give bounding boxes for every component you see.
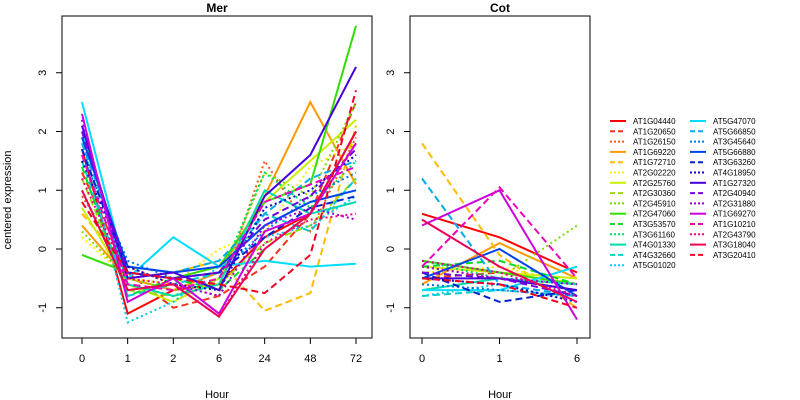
x-tick-label-mer-2: 2 (170, 353, 176, 365)
x-tick-label-cot-1: 1 (496, 353, 502, 365)
y-tick-label-cot-1: 1 (385, 187, 397, 193)
ticks-cot: 0 1 6 -1 0 1 2 3 (385, 70, 580, 365)
series-line-mer-AT1G10210 (81, 154, 357, 292)
series-line-cot-AT2G43790 (421, 259, 578, 297)
x-tick-label-mer-24: 24 (259, 353, 271, 365)
series-line-cot-AT5G66880 (421, 247, 578, 297)
legend-label-AT1G04440: AT1G04440 (633, 117, 676, 126)
series-line-mer-AT2G40940 (81, 131, 357, 280)
x-tick-label-mer-6: 6 (216, 353, 222, 365)
panel-title-mer: Mer (206, 1, 228, 15)
plot-frame-mer (61, 15, 373, 339)
legend-label-AT3G20410: AT3G20410 (713, 251, 756, 260)
legend-label-AT1G69270: AT1G69270 (713, 210, 756, 219)
legend-label-AT5G66850: AT5G66850 (713, 127, 756, 136)
legend-label-AT4G01330: AT4G01330 (633, 241, 676, 250)
legend-label-AT3G61160: AT3G61160 (633, 230, 676, 239)
legend-label-AT5G66880: AT5G66880 (713, 148, 756, 157)
y-tick-label-cot-0: 0 (385, 246, 397, 252)
legend-label-AT1G72710: AT1G72710 (633, 158, 676, 167)
y-axis-label: centered expression (2, 150, 14, 249)
x-axis-label-mer: Hour (205, 389, 229, 400)
legend-label-AT1G27320: AT1G27320 (713, 179, 756, 188)
y-tick-label-mer-3: 3 (37, 70, 49, 76)
x-tick-label-mer-0: 0 (79, 353, 85, 365)
y-tick-label-mer-0: 0 (37, 246, 49, 252)
x-tick-label-mer-48: 48 (304, 353, 316, 365)
series-line-mer-AT3G63260 (81, 148, 357, 280)
legend-label-AT4G18950: AT4G18950 (713, 169, 756, 178)
x-tick-label-mer-1: 1 (125, 353, 131, 365)
legend-label-AT4G32660: AT4G32660 (633, 251, 676, 260)
legend-label-AT2G02220: AT2G02220 (633, 169, 676, 178)
legend-label-AT1G20650: AT1G20650 (633, 127, 676, 136)
legend-label-AT1G26150: AT1G26150 (633, 138, 676, 147)
legend-label-AT3G45640: AT3G45640 (713, 138, 756, 147)
x-tick-label-cot-0: 0 (419, 353, 425, 365)
ticks-mer: 0 1 2 6 24 48 72 -1 0 1 2 3 (37, 70, 362, 365)
legend-label-AT2G40940: AT2G40940 (713, 189, 756, 198)
series-line-cot-AT5G47070 (422, 265, 578, 292)
panel-cot: Cot 0 1 6 -1 0 1 2 3 Hour (385, 1, 591, 400)
legend-label-AT1G69220: AT1G69220 (633, 148, 676, 157)
legend-label-AT5G47070: AT5G47070 (713, 117, 756, 126)
panel-title-cot: Cot (490, 1, 510, 15)
legend-label-AT3G53570: AT3G53570 (633, 220, 676, 229)
series-line-cot-AT2G40940 (421, 271, 578, 297)
legend-label-AT2G25760: AT2G25760 (633, 179, 676, 188)
series-line-cot-AT1G04440 (421, 212, 578, 274)
series-line-mer-AT3G18040 (81, 131, 357, 319)
series-line-cot-AT2G31880 (421, 265, 578, 286)
x-axis-label-cot: Hour (488, 389, 512, 400)
y-tick-label-cot-3: 3 (385, 70, 397, 76)
series-line-cot-AT3G63260 (421, 271, 578, 303)
series-line-mer-AT1G27320 (81, 66, 357, 292)
legend-label-AT5G01020: AT5G01020 (633, 261, 676, 270)
series-line-cot-AT3G18040 (421, 218, 578, 303)
series-lines-mer (81, 25, 357, 324)
legend: AT1G04440AT1G20650AT1G26150AT1G69220AT1G… (610, 117, 756, 270)
series-line-mer-AT3G20410 (81, 90, 357, 295)
legend-label-AT2G43790: AT2G43790 (713, 230, 756, 239)
y-tick-label-mer-1: 1 (37, 187, 49, 193)
legend-label-AT3G18040: AT3G18040 (713, 241, 756, 250)
y-tick-label-cot--1: -1 (385, 303, 397, 313)
legend-label-AT2G45910: AT2G45910 (633, 199, 676, 208)
series-line-mer-AT3G61160 (81, 160, 357, 298)
series-line-mer-AT1G26150 (81, 136, 357, 298)
x-tick-label-mer-72: 72 (350, 353, 362, 365)
series-line-cot-AT1G69270 (421, 189, 578, 321)
y-tick-label-cot-2: 2 (385, 128, 397, 134)
panel-mer: Mer 0 1 2 6 24 48 72 -1 0 1 2 3 Hour (37, 1, 373, 400)
legend-label-AT2G30360: AT2G30360 (633, 189, 676, 198)
y-tick-label-mer-2: 2 (37, 128, 49, 134)
x-tick-label-cot-6: 6 (574, 353, 580, 365)
series-line-mer-AT5G01020 (81, 137, 357, 324)
legend-label-AT1G10210: AT1G10210 (713, 220, 756, 229)
series-line-cot-AT3G20410 (421, 277, 578, 309)
legend-label-AT2G47060: AT2G47060 (633, 210, 676, 219)
legend-label-AT2G31880: AT2G31880 (713, 199, 756, 208)
series-line-cot-AT3G45640 (421, 283, 578, 297)
series-line-mer-AT5G66850 (81, 142, 357, 274)
y-tick-label-mer--1: -1 (37, 303, 49, 313)
legend-label-AT3G63260: AT3G63260 (713, 158, 756, 167)
series-line-cot-AT1G10210 (421, 185, 578, 280)
series-lines-cot (421, 142, 578, 321)
